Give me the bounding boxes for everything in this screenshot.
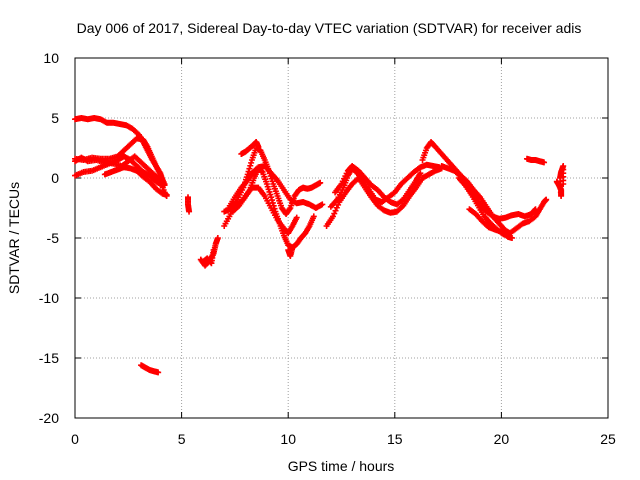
- data-point: [186, 208, 193, 215]
- x-tick-label: 25: [600, 431, 616, 447]
- series-track-o: [285, 244, 296, 259]
- series-track-e: [101, 164, 170, 198]
- series-track-t: [438, 163, 539, 222]
- data-point: [268, 194, 275, 201]
- y-tick-label: -10: [39, 290, 59, 306]
- series-track-m: [229, 184, 300, 237]
- y-tick-label: -5: [47, 230, 60, 246]
- series-track-j: [221, 145, 324, 229]
- data-point: [319, 201, 326, 208]
- data-point: [541, 159, 548, 166]
- chart-title: Day 006 of 2017, Sidereal Day-to-day VTE…: [77, 20, 582, 36]
- series-track-u: [455, 175, 550, 238]
- series-track-w: [523, 155, 548, 166]
- data-point: [246, 165, 253, 172]
- y-tick-label: -15: [39, 350, 59, 366]
- data-point: [255, 143, 262, 150]
- series-track-q: [327, 161, 443, 210]
- y-axis-label: SDTVAR / TECUs: [6, 182, 22, 294]
- y-tick-label: -20: [39, 410, 59, 426]
- series-track-g: [184, 194, 193, 215]
- data-point: [417, 170, 424, 177]
- x-axis-label: GPS time / hours: [288, 458, 395, 474]
- data-point: [560, 181, 567, 187]
- data-markers: [72, 115, 567, 376]
- x-tick-label: 5: [178, 431, 186, 447]
- series-track-v: [466, 206, 516, 241]
- data-point: [293, 214, 300, 221]
- axis-ticks: 0 5 10 15 20 25 -20 -15 -10 -5 0 5 10: [39, 50, 616, 447]
- x-tick-label: 10: [280, 431, 296, 447]
- data-point: [310, 213, 317, 220]
- series-track-i: [199, 247, 217, 267]
- series-track-d: [72, 153, 166, 189]
- series-track-n: [238, 139, 262, 157]
- data-point: [317, 179, 324, 186]
- grid: [75, 58, 608, 418]
- data-point: [210, 247, 217, 253]
- series-track-x: [553, 163, 567, 199]
- y-tick-label: 5: [51, 110, 59, 126]
- series-track-r: [332, 163, 424, 208]
- data-point: [509, 235, 516, 241]
- data-point: [214, 235, 221, 241]
- y-tick-label: 0: [51, 170, 59, 186]
- data-point: [163, 191, 170, 198]
- data-point: [247, 162, 254, 169]
- series-track-f: [138, 362, 162, 376]
- data-point: [543, 196, 550, 203]
- x-tick-label: 0: [71, 431, 79, 447]
- y-tick-label: 10: [43, 50, 59, 66]
- data-point: [159, 182, 166, 189]
- data-point: [248, 159, 255, 166]
- data-point: [289, 244, 296, 251]
- series-track-k: [225, 163, 326, 211]
- data-point: [155, 369, 162, 376]
- x-tick-label: 15: [387, 431, 403, 447]
- x-tick-label: 20: [494, 431, 510, 447]
